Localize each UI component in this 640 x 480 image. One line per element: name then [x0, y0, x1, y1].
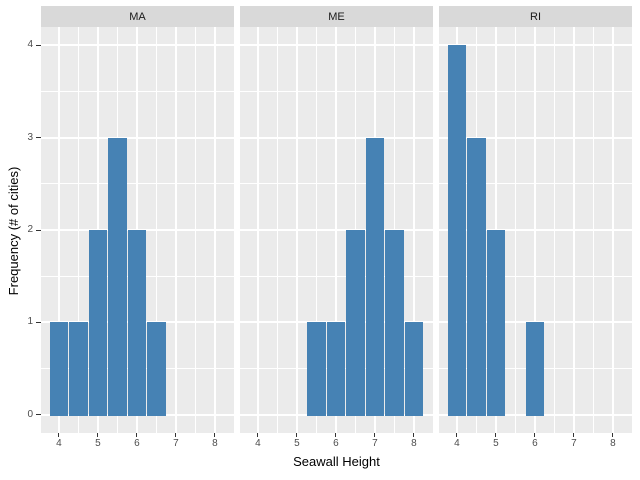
gridline-y-major — [240, 136, 433, 139]
y-tick-mark — [36, 44, 41, 46]
x-tick-mark — [58, 433, 60, 437]
gridline-y-major — [41, 136, 234, 139]
histogram-bar — [346, 230, 365, 416]
y-tick-label: 4 — [27, 39, 33, 51]
y-tick-label: 3 — [27, 131, 33, 143]
facet-panel — [439, 27, 632, 433]
gridline-y-major — [439, 229, 632, 231]
x-tick-mark — [335, 433, 337, 437]
x-tick-label: 7 — [372, 438, 378, 449]
x-tick-label: 7 — [571, 438, 577, 449]
histogram-bar — [49, 322, 69, 416]
x-tick-mark — [456, 433, 458, 437]
x-tick-label: 4 — [454, 438, 460, 449]
y-tick-mark — [36, 321, 41, 323]
histogram-bar — [525, 322, 545, 416]
gridline-y-major — [439, 44, 632, 47]
x-tick-label: 4 — [255, 438, 261, 449]
y-tick-mark — [36, 229, 41, 231]
histogram-bar — [108, 137, 127, 416]
y-tick-label: 1 — [27, 316, 33, 328]
x-tick-mark — [97, 433, 99, 437]
x-axis-title: Seawall Height — [293, 454, 380, 469]
histogram-bar — [467, 137, 486, 416]
facet-strip: ME — [240, 6, 433, 27]
x-tick-label: 4 — [56, 438, 62, 449]
x-tick-mark — [413, 433, 415, 437]
histogram-bar — [486, 230, 506, 416]
gridline-y-major — [240, 229, 433, 231]
histogram-bar — [404, 322, 424, 416]
x-tick-label: 6 — [134, 438, 140, 449]
facet-strip-label: ME — [328, 10, 345, 23]
x-tick-mark — [175, 433, 177, 437]
x-tick-mark — [296, 433, 298, 437]
histogram-bar — [147, 322, 166, 416]
histogram-bar — [365, 137, 385, 416]
gridline-y-major — [439, 136, 632, 139]
y-tick-label: 2 — [27, 224, 33, 235]
gridline-y-major — [41, 44, 234, 47]
histogram-bar — [447, 45, 467, 416]
facet-panel — [41, 27, 234, 433]
histogram-bar — [307, 322, 326, 416]
x-tick-mark — [573, 433, 575, 437]
facet-strip-label: RI — [530, 10, 541, 23]
x-tick-label: 8 — [411, 438, 417, 449]
facet-panel — [240, 27, 433, 433]
histogram-bar — [88, 230, 108, 416]
y-tick-mark — [36, 414, 41, 416]
gridline-y-major — [240, 44, 433, 47]
x-tick-mark — [612, 433, 614, 437]
facet-strip: MA — [41, 6, 234, 27]
histogram-bar — [385, 230, 404, 416]
y-tick-label: 0 — [27, 408, 33, 420]
x-tick-label: 5 — [294, 438, 300, 449]
facet-strip-label: MA — [129, 10, 146, 23]
histogram-bar — [127, 230, 147, 416]
x-tick-label: 5 — [493, 438, 499, 449]
x-tick-label: 6 — [333, 438, 339, 449]
x-tick-mark — [214, 433, 216, 437]
x-tick-mark — [374, 433, 376, 437]
x-tick-mark — [257, 433, 259, 437]
x-tick-mark — [136, 433, 138, 437]
x-tick-label: 8 — [212, 438, 218, 449]
x-tick-mark — [534, 433, 536, 437]
histogram-bar — [326, 322, 346, 416]
x-tick-mark — [495, 433, 497, 437]
facet-strip: RI — [439, 6, 632, 27]
x-tick-label: 7 — [173, 438, 179, 449]
histogram-bar — [69, 322, 88, 416]
x-tick-label: 5 — [95, 438, 101, 449]
y-tick-mark — [36, 137, 41, 139]
x-tick-label: 6 — [532, 438, 538, 449]
x-tick-label: 8 — [610, 438, 616, 449]
